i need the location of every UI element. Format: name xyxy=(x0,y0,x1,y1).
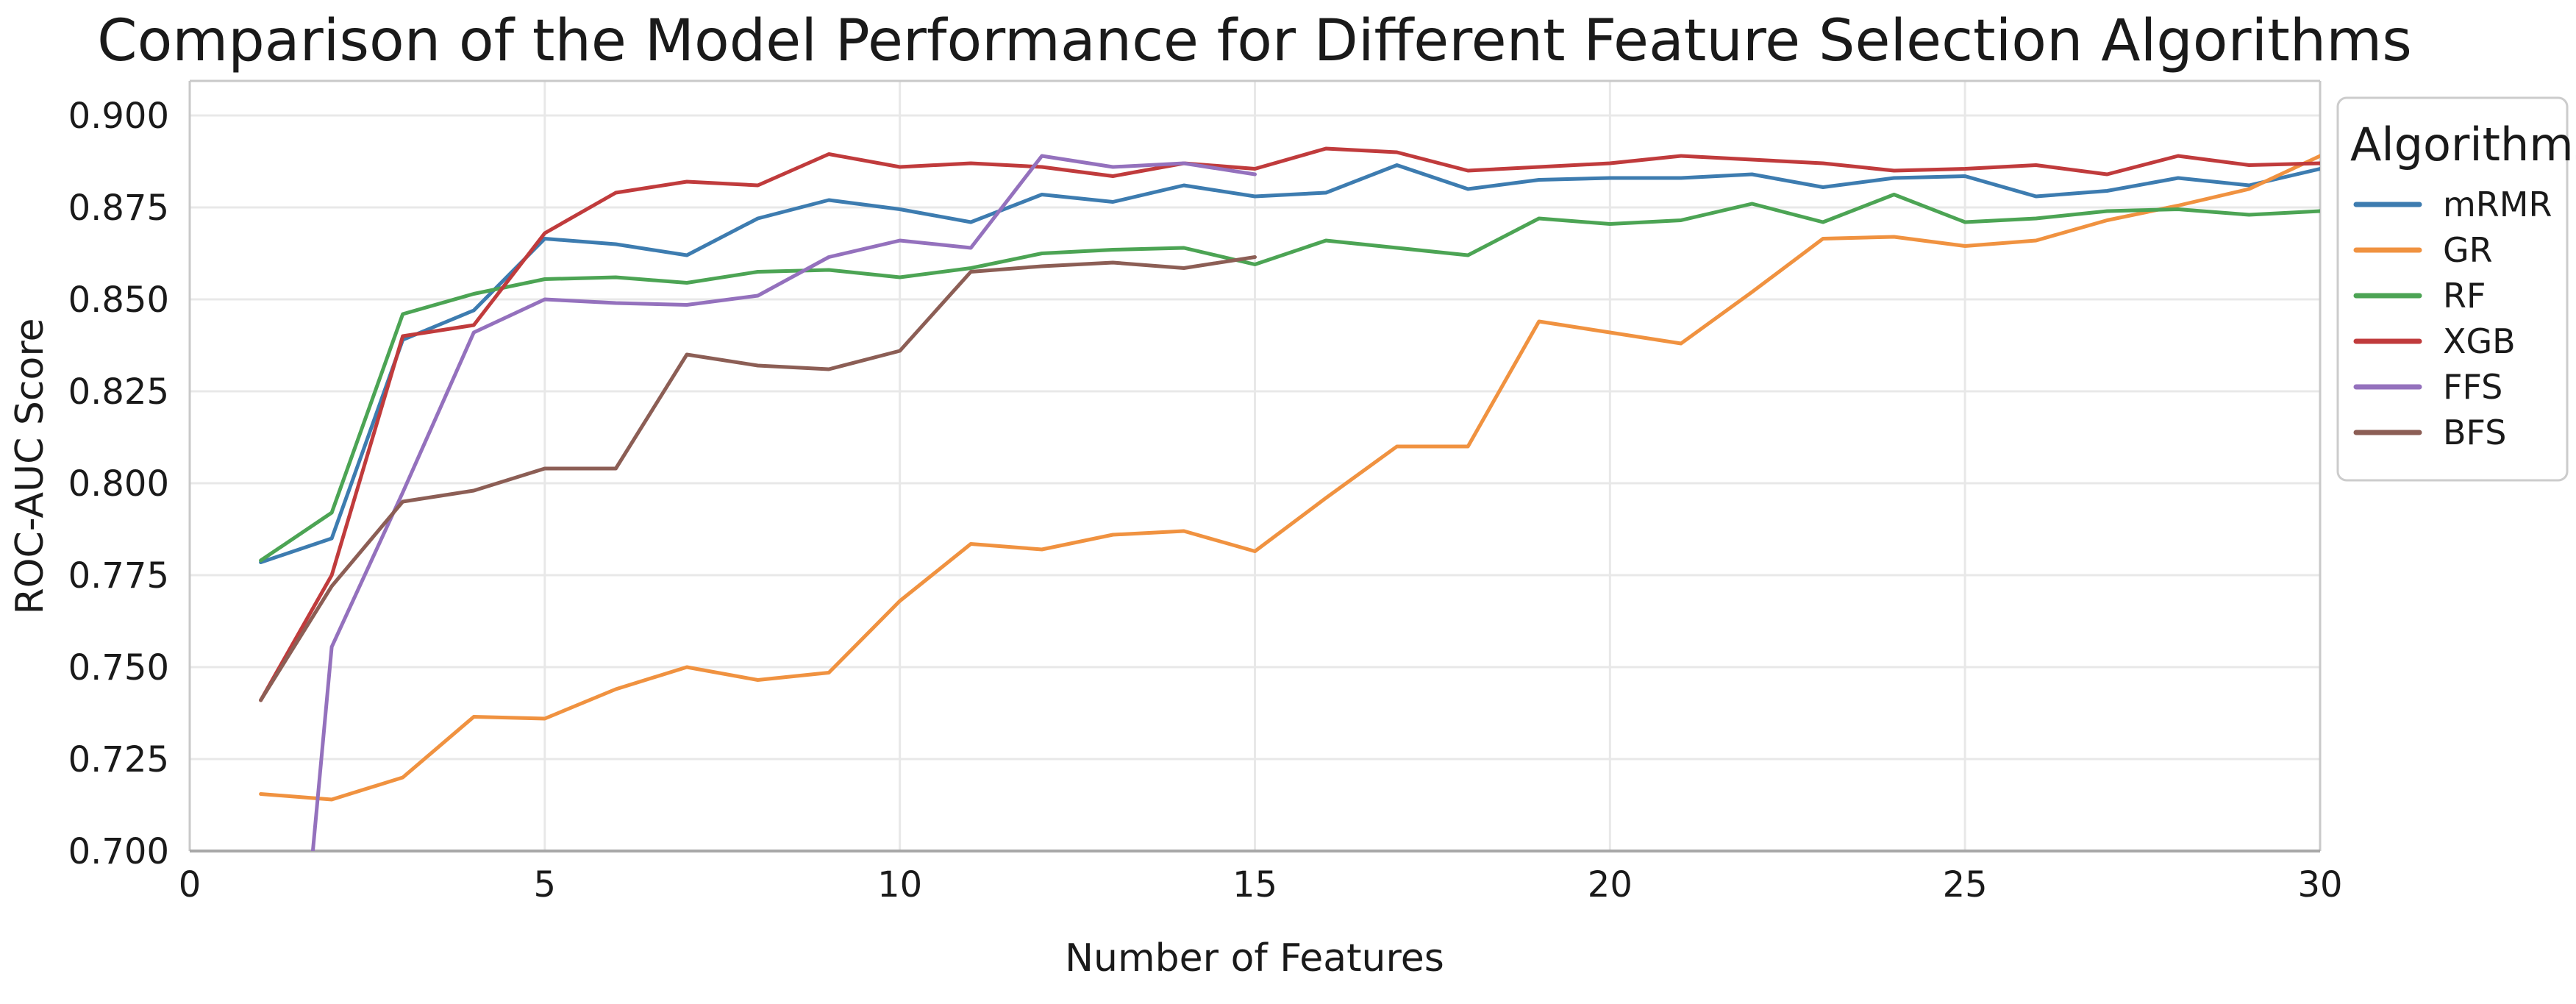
y-tick-label-0.825: 0.825 xyxy=(68,371,169,413)
series-line-XGB xyxy=(259,146,2320,702)
tick-labels: 0.700 0.725 0.750 0.775 0.800 0.825 0.850 0.875… xyxy=(68,96,2343,905)
chart-title: Comparison of the Model Performance for … xyxy=(97,8,2412,74)
y-axis-label: ROC-AUC Score xyxy=(8,318,52,614)
y-tick-label-0.775: 0.775 xyxy=(68,555,169,597)
series-line-GR xyxy=(259,154,2320,802)
x-tick-label-5: 5 xyxy=(534,864,557,905)
x-axis-label: Number of Features xyxy=(1065,936,1444,980)
series-lines xyxy=(259,146,2320,851)
x-tick-label-20: 20 xyxy=(1588,864,1633,905)
series-line-FFS xyxy=(310,154,1257,851)
legend-items: mRMR GR RF XGB FFS BFS xyxy=(2353,185,2552,452)
x-tick-label-30: 30 xyxy=(2297,864,2342,905)
x-tick-label-15: 15 xyxy=(1232,864,1277,905)
y-tick-label-0.700: 0.700 xyxy=(68,831,169,872)
axes-spines xyxy=(188,79,2322,852)
y-tick-label-0.750: 0.750 xyxy=(68,647,169,688)
legend-label-XGB: XGB xyxy=(2443,321,2516,361)
legend-label-RF: RF xyxy=(2443,276,2486,316)
legend-label-GR: GR xyxy=(2443,230,2493,270)
legend-label-mRMR: mRMR xyxy=(2443,185,2552,224)
y-tick-label-0.875: 0.875 xyxy=(68,188,169,229)
x-tick-label-25: 25 xyxy=(1943,864,1988,905)
y-tick-label-0.800: 0.800 xyxy=(68,463,169,505)
y-tick-label-0.725: 0.725 xyxy=(68,739,169,780)
legend-label-BFS: BFS xyxy=(2443,413,2506,452)
y-tick-label-0.900: 0.900 xyxy=(68,96,169,137)
series-line-BFS xyxy=(259,255,1257,702)
legend: Algorithms mRMR GR RF XGB FFS BFS xyxy=(2336,96,2576,482)
series-line-mRMR xyxy=(259,163,2320,564)
x-tick-label-0: 0 xyxy=(179,864,201,905)
x-tick-label-10: 10 xyxy=(877,864,922,905)
y-tick-label-0.850: 0.850 xyxy=(68,280,169,321)
legend-title: Algorithms xyxy=(2350,118,2576,171)
legend-label-FFS: FFS xyxy=(2443,367,2502,407)
series-line-RF xyxy=(259,193,2320,563)
